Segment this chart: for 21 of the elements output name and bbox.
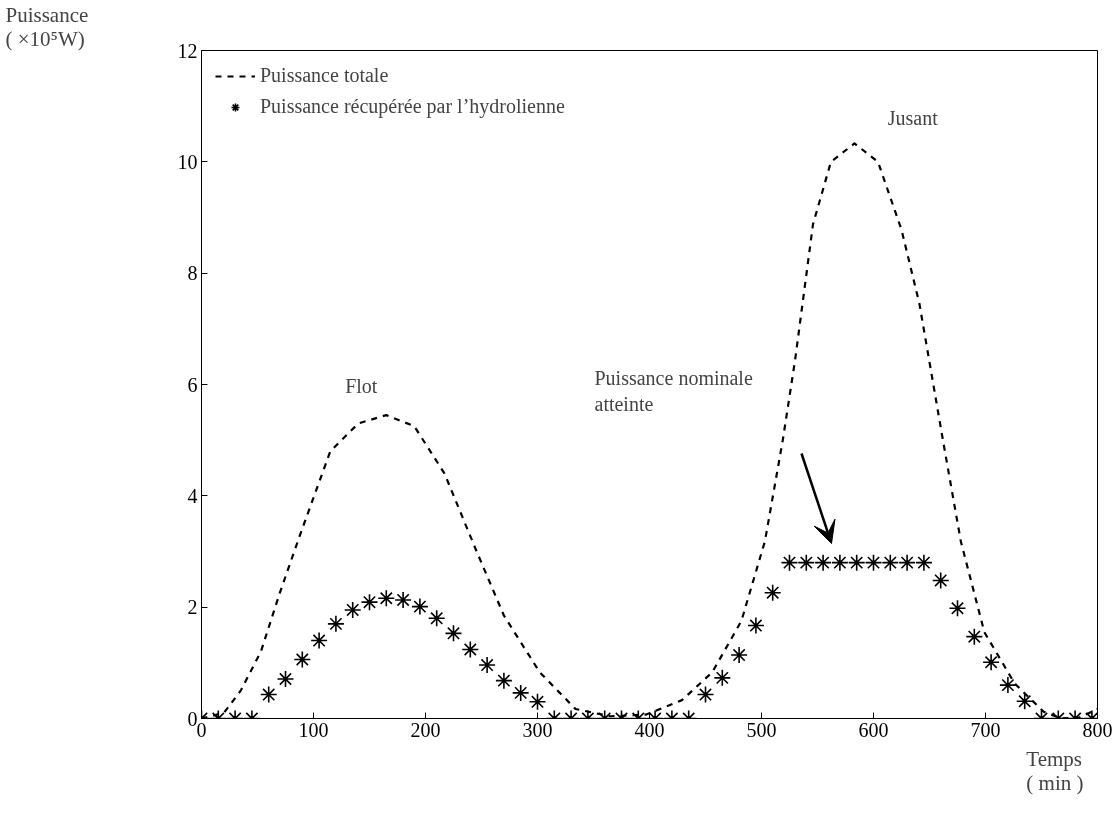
y-tick-label: 2: [187, 596, 198, 619]
x-tick-label: 500: [746, 718, 777, 741]
legend-label: Puissance récupérée par l’hydrolienne: [260, 95, 565, 118]
x-tick-label: 700: [970, 718, 1001, 741]
legend-label: Puissance totale: [260, 64, 389, 87]
x-tick-label: 300: [522, 718, 553, 741]
y-tick-label: 10: [177, 150, 198, 173]
annotation: Jusant: [887, 107, 939, 130]
x-tick-label: 400: [634, 718, 665, 741]
annotation: Flot: [345, 375, 378, 398]
x-tick-label: 800: [1082, 718, 1113, 741]
y-axis-title: Puissance ( ×10⁵W): [5, 2, 89, 51]
x-tick-label: 100: [298, 718, 329, 741]
x-tick-label: 200: [410, 718, 441, 741]
y-tick-label: 12: [177, 39, 198, 62]
y-tick-label: 6: [187, 373, 198, 396]
x-tick-label: 600: [858, 718, 889, 741]
y-tick-label: 4: [187, 484, 198, 507]
annotation: Puissance nominale atteinte: [594, 366, 753, 415]
x-axis-title: Temps ( min ): [1026, 746, 1084, 795]
y-tick-label: 8: [187, 262, 198, 285]
